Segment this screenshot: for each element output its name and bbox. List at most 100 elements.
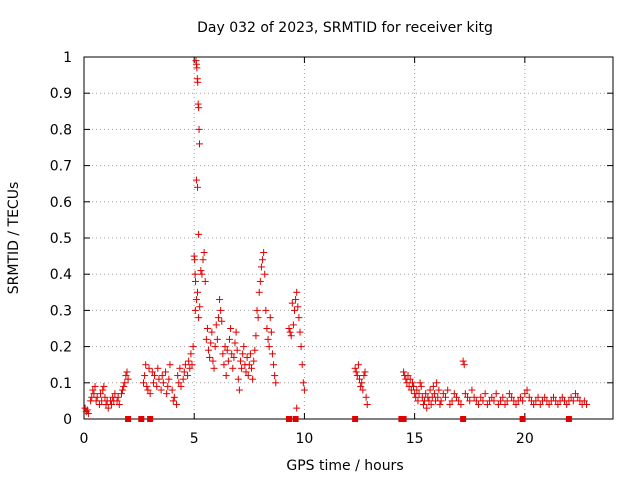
data-point <box>268 350 276 358</box>
data-point <box>567 393 575 401</box>
data-point <box>236 357 244 365</box>
data-point <box>158 372 166 380</box>
axis-ticks: 00.10.20.30.40.50.60.70.80.910 5 10 15 20 <box>50 50 613 447</box>
data-point <box>141 372 149 380</box>
y-tick-label: 0.5 <box>50 231 72 247</box>
y-tick-label: 0 <box>63 412 72 428</box>
data-point <box>363 401 371 409</box>
data-point <box>145 364 153 372</box>
data-point <box>470 393 478 401</box>
data-point <box>104 404 112 412</box>
data-point <box>267 328 275 336</box>
data-point <box>516 393 524 401</box>
data-point <box>422 390 430 398</box>
data-point <box>181 361 189 369</box>
data-point <box>292 296 300 304</box>
data-point <box>295 314 303 322</box>
data-point <box>244 372 252 380</box>
zero-marker <box>352 416 359 422</box>
data-point <box>444 386 452 394</box>
data-point <box>213 335 221 343</box>
data-point <box>228 350 236 358</box>
data-point <box>536 401 544 409</box>
data-point <box>427 401 435 409</box>
data-point <box>202 335 210 343</box>
data-point <box>358 379 366 387</box>
data-point <box>272 379 280 387</box>
zero-marker <box>400 416 407 422</box>
data-point <box>583 401 591 409</box>
data-point <box>523 386 531 394</box>
data-point <box>497 397 505 405</box>
data-point <box>414 397 422 405</box>
data-point <box>519 397 527 405</box>
data-point <box>121 379 129 387</box>
data-point <box>285 325 293 332</box>
data-point <box>433 379 441 387</box>
data-point <box>293 288 301 296</box>
data-point <box>580 397 588 405</box>
zero-marker <box>292 416 299 422</box>
data-point <box>153 382 161 390</box>
data-point <box>84 410 92 418</box>
data-point <box>439 390 447 398</box>
y-tick-label: 0.4 <box>50 267 72 283</box>
data-point <box>159 379 167 387</box>
data-point <box>298 361 306 369</box>
data-point <box>289 321 297 329</box>
data-point <box>227 325 235 332</box>
data-point <box>195 140 203 148</box>
data-point <box>123 368 131 376</box>
data-point <box>91 382 99 390</box>
data-point <box>446 401 454 409</box>
data-point <box>501 401 509 409</box>
data-point <box>404 372 412 380</box>
data-point <box>359 386 367 394</box>
data-point <box>120 382 128 390</box>
data-point <box>162 368 170 376</box>
y-tick-label: 0.7 <box>50 159 72 175</box>
data-point <box>180 368 188 376</box>
data-point <box>229 364 237 372</box>
data-point <box>192 277 200 285</box>
data-point <box>151 372 159 380</box>
data-point <box>419 401 427 409</box>
data-point <box>521 390 529 398</box>
data-point <box>459 357 467 365</box>
data-point <box>192 176 200 184</box>
y-tick-label: 0.6 <box>50 195 72 211</box>
y-tick-label: 0.2 <box>50 340 72 356</box>
data-point <box>185 357 193 365</box>
data-point <box>435 386 443 394</box>
data-point <box>122 372 130 380</box>
data-point <box>240 343 248 351</box>
data-point <box>416 379 424 387</box>
zero-marker <box>565 416 572 422</box>
data-point <box>294 303 302 311</box>
data-point <box>408 379 416 387</box>
data-point <box>224 357 232 365</box>
data-point <box>154 364 162 372</box>
data-point <box>545 401 553 409</box>
data-point <box>119 386 127 394</box>
data-point <box>354 361 362 369</box>
data-point <box>300 386 308 394</box>
data-point <box>262 306 270 314</box>
data-point <box>208 328 216 336</box>
data-point <box>425 397 433 405</box>
data-point <box>246 350 254 358</box>
data-point <box>191 306 199 314</box>
data-point <box>217 306 225 314</box>
data-point <box>218 317 226 325</box>
data-point <box>95 401 103 409</box>
data-point <box>230 353 238 361</box>
data-point <box>144 386 152 394</box>
data-point <box>351 364 359 372</box>
data-point <box>197 267 205 275</box>
data-point <box>426 386 434 394</box>
data-point <box>176 364 184 372</box>
y-tick-label: 0.9 <box>50 86 72 102</box>
data-point <box>238 364 246 372</box>
data-point <box>209 357 217 365</box>
